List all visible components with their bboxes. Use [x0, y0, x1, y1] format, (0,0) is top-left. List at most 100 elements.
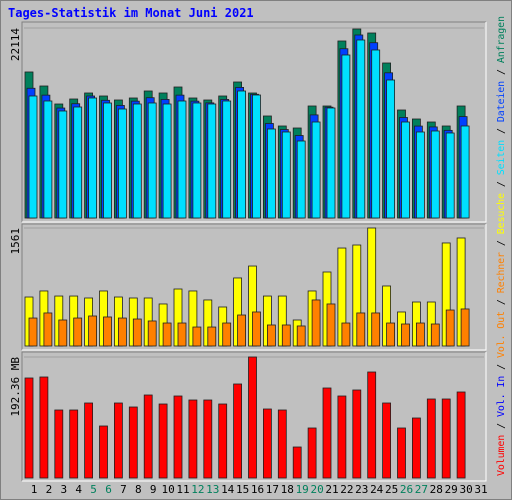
bar — [281, 131, 291, 219]
bar — [103, 102, 112, 219]
legend-entry: Volumen — [496, 435, 507, 476]
legend-entry: Anfragen — [496, 16, 507, 63]
y-tick-label: 22114 — [9, 28, 22, 61]
bar — [352, 389, 362, 479]
bar — [28, 317, 38, 347]
x-tick-label: 6 — [105, 483, 112, 496]
x-tick-label: 4 — [75, 483, 82, 496]
bar — [356, 312, 366, 347]
x-tick-label: 17 — [266, 483, 279, 496]
bar — [173, 395, 183, 479]
bar — [103, 316, 112, 347]
bar — [233, 383, 243, 479]
bar — [43, 312, 53, 347]
bar — [296, 325, 306, 347]
bar — [147, 102, 157, 219]
legend-entry: Vol. Out — [496, 311, 507, 358]
bar — [99, 425, 108, 479]
bar — [367, 371, 377, 479]
bar — [341, 54, 351, 219]
bar — [460, 308, 470, 347]
bar — [222, 322, 232, 347]
bar — [132, 103, 142, 219]
bar — [415, 322, 425, 347]
x-tick-label: 12 — [191, 483, 204, 496]
bar — [337, 395, 347, 479]
legend-separator: / — [496, 240, 507, 246]
legend-entry: Besuche — [496, 193, 507, 234]
bar — [382, 402, 392, 479]
x-tick-label: 3 — [60, 483, 67, 496]
chart-title: Tages-Statistik im Monat Juni 2021 — [8, 6, 254, 20]
x-tick-label: 16 — [251, 483, 264, 496]
bar — [397, 427, 406, 479]
bar — [24, 377, 34, 479]
legend-separator: / — [496, 128, 507, 134]
bar — [207, 326, 217, 347]
x-tick-label: 10 — [161, 483, 174, 496]
bar — [296, 140, 306, 219]
bar — [237, 90, 247, 219]
bar — [266, 324, 276, 347]
x-tick-label: 15 — [236, 483, 249, 496]
x-tick-label: 28 — [430, 483, 443, 496]
bar — [460, 125, 470, 219]
x-tick-label: 29 — [445, 483, 458, 496]
x-tick-label: 27 — [415, 483, 428, 496]
bar — [207, 103, 217, 219]
bar — [118, 317, 127, 347]
x-tick-label: 21 — [325, 483, 338, 496]
x-tick-label: 2 — [46, 483, 53, 496]
bar — [162, 322, 172, 347]
x-tick-label: 31 — [474, 483, 487, 496]
bar — [192, 326, 202, 347]
bar — [73, 106, 83, 219]
bar — [281, 324, 291, 347]
bar — [54, 409, 64, 479]
x-tick-label: 7 — [120, 483, 127, 496]
x-tick-label: 14 — [221, 483, 235, 496]
bar — [58, 110, 68, 219]
y-tick-label: 192.36 MB — [9, 357, 22, 417]
x-tick-label: 9 — [150, 483, 157, 496]
bar — [277, 409, 287, 479]
bar — [188, 399, 198, 479]
legend: Volumen / Vol. In / Vol. Out / Rechner / Besuche… — [496, 16, 507, 476]
bar — [88, 97, 97, 219]
x-tick-label: 5 — [90, 483, 97, 496]
x-tick-label: 26 — [400, 483, 413, 496]
bevel-light — [22, 224, 487, 351]
bar — [222, 100, 232, 219]
x-tick-label: 13 — [206, 483, 219, 496]
bar — [322, 387, 332, 479]
bar — [177, 100, 187, 219]
x-tick-label: 22 — [340, 483, 353, 496]
legend-separator: / — [496, 299, 507, 305]
bar — [311, 121, 321, 219]
bar — [147, 320, 157, 347]
bar — [445, 309, 455, 347]
bar — [411, 417, 421, 479]
bar — [307, 427, 317, 479]
bar — [203, 399, 213, 479]
bevel-light — [22, 352, 487, 482]
bar — [218, 403, 228, 479]
legend-entry: Rechner — [496, 252, 507, 293]
bar — [158, 403, 168, 479]
bar — [252, 94, 261, 219]
bar — [58, 319, 68, 347]
legend-separator: / — [496, 69, 507, 75]
bar — [39, 376, 49, 479]
bar — [292, 446, 302, 479]
bar — [114, 402, 123, 479]
bar — [118, 108, 127, 219]
bar — [430, 130, 440, 219]
bar — [386, 79, 396, 219]
bar — [326, 303, 336, 347]
bar — [69, 409, 79, 479]
legend-separator: / — [496, 423, 507, 429]
x-tick-label: 8 — [135, 483, 142, 496]
x-tick-label: 23 — [355, 483, 368, 496]
bar — [430, 323, 440, 347]
